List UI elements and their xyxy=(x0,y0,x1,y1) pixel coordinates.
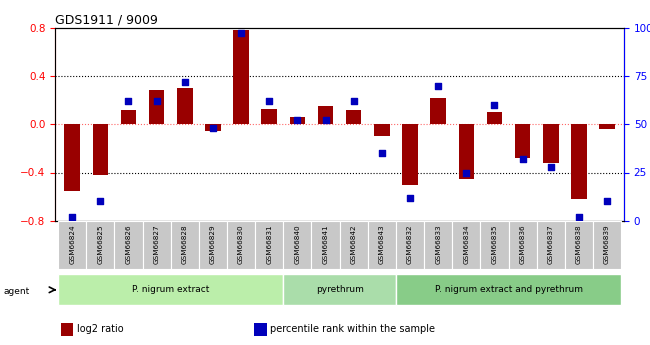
Bar xyxy=(92,124,108,175)
Bar xyxy=(368,221,396,269)
Bar xyxy=(233,30,249,124)
Bar xyxy=(515,124,530,158)
Bar xyxy=(58,221,86,269)
Text: GSM66828: GSM66828 xyxy=(182,224,188,264)
Bar xyxy=(283,221,311,269)
Bar xyxy=(487,112,502,124)
Point xyxy=(179,79,190,85)
Point xyxy=(574,214,584,220)
Text: GSM66842: GSM66842 xyxy=(351,224,357,264)
Bar xyxy=(424,221,452,269)
Bar xyxy=(508,221,537,269)
Text: GSM66840: GSM66840 xyxy=(294,224,300,264)
Point xyxy=(376,150,387,156)
Text: GSM66826: GSM66826 xyxy=(125,224,131,264)
Bar xyxy=(227,221,255,269)
Bar xyxy=(318,106,333,124)
Bar xyxy=(346,110,361,124)
Bar xyxy=(480,221,508,269)
Text: GSM66834: GSM66834 xyxy=(463,224,469,264)
Point xyxy=(95,199,105,204)
Point xyxy=(489,102,500,108)
Bar xyxy=(114,221,142,269)
Text: GSM66836: GSM66836 xyxy=(519,224,526,264)
Bar xyxy=(149,90,164,124)
Text: GSM66835: GSM66835 xyxy=(491,224,497,264)
Point xyxy=(461,170,471,175)
Point xyxy=(236,31,246,36)
Bar xyxy=(290,117,305,124)
Bar xyxy=(64,124,80,190)
Point xyxy=(348,98,359,104)
Point xyxy=(517,156,528,162)
Bar xyxy=(593,221,621,269)
Point xyxy=(602,199,612,204)
Text: percentile rank within the sample: percentile rank within the sample xyxy=(270,324,436,334)
Text: GSM66829: GSM66829 xyxy=(210,224,216,264)
Bar xyxy=(537,221,565,269)
Bar xyxy=(142,221,171,269)
Text: GSM66841: GSM66841 xyxy=(322,224,328,264)
Point xyxy=(208,125,218,131)
Text: GSM66838: GSM66838 xyxy=(576,224,582,264)
Text: agent: agent xyxy=(3,287,29,296)
Bar xyxy=(255,221,283,269)
Bar xyxy=(199,221,227,269)
Text: pyrethrum: pyrethrum xyxy=(316,285,363,294)
Bar xyxy=(459,124,474,179)
Text: log2 ratio: log2 ratio xyxy=(77,324,124,334)
Text: GSM66824: GSM66824 xyxy=(69,224,75,264)
Text: GDS1911 / 9009: GDS1911 / 9009 xyxy=(55,13,158,27)
Point xyxy=(320,118,331,123)
Text: GSM66837: GSM66837 xyxy=(548,224,554,264)
Point xyxy=(433,83,443,88)
Text: GSM66839: GSM66839 xyxy=(604,224,610,264)
Text: GSM66825: GSM66825 xyxy=(98,224,103,264)
Bar xyxy=(571,124,587,199)
Bar xyxy=(254,323,266,336)
Point xyxy=(264,98,274,104)
Bar xyxy=(61,323,73,336)
Bar xyxy=(396,274,621,305)
Bar xyxy=(565,221,593,269)
Bar xyxy=(121,110,136,124)
Point xyxy=(151,98,162,104)
Text: GSM66830: GSM66830 xyxy=(238,224,244,264)
Bar xyxy=(452,221,480,269)
Bar xyxy=(58,274,283,305)
Bar xyxy=(374,124,389,136)
Bar xyxy=(261,108,277,124)
Bar xyxy=(311,221,339,269)
Text: GSM66843: GSM66843 xyxy=(379,224,385,264)
Bar xyxy=(205,124,220,131)
Text: GSM66832: GSM66832 xyxy=(407,224,413,264)
Text: GSM66831: GSM66831 xyxy=(266,224,272,264)
Point xyxy=(67,214,77,220)
Point xyxy=(405,195,415,200)
Text: P. nigrum extract: P. nigrum extract xyxy=(132,285,209,294)
Point xyxy=(124,98,134,104)
Bar xyxy=(339,221,368,269)
Bar xyxy=(599,124,615,129)
Bar xyxy=(177,88,192,124)
Bar xyxy=(283,274,396,305)
Point xyxy=(292,118,303,123)
Text: GSM66833: GSM66833 xyxy=(435,224,441,264)
Point xyxy=(545,164,556,169)
Bar xyxy=(402,124,418,185)
Bar xyxy=(430,98,446,124)
Bar xyxy=(543,124,558,163)
Text: GSM66827: GSM66827 xyxy=(153,224,160,264)
Bar xyxy=(86,221,114,269)
Text: P. nigrum extract and pyrethrum: P. nigrum extract and pyrethrum xyxy=(435,285,582,294)
Bar xyxy=(396,221,424,269)
Bar xyxy=(171,221,199,269)
